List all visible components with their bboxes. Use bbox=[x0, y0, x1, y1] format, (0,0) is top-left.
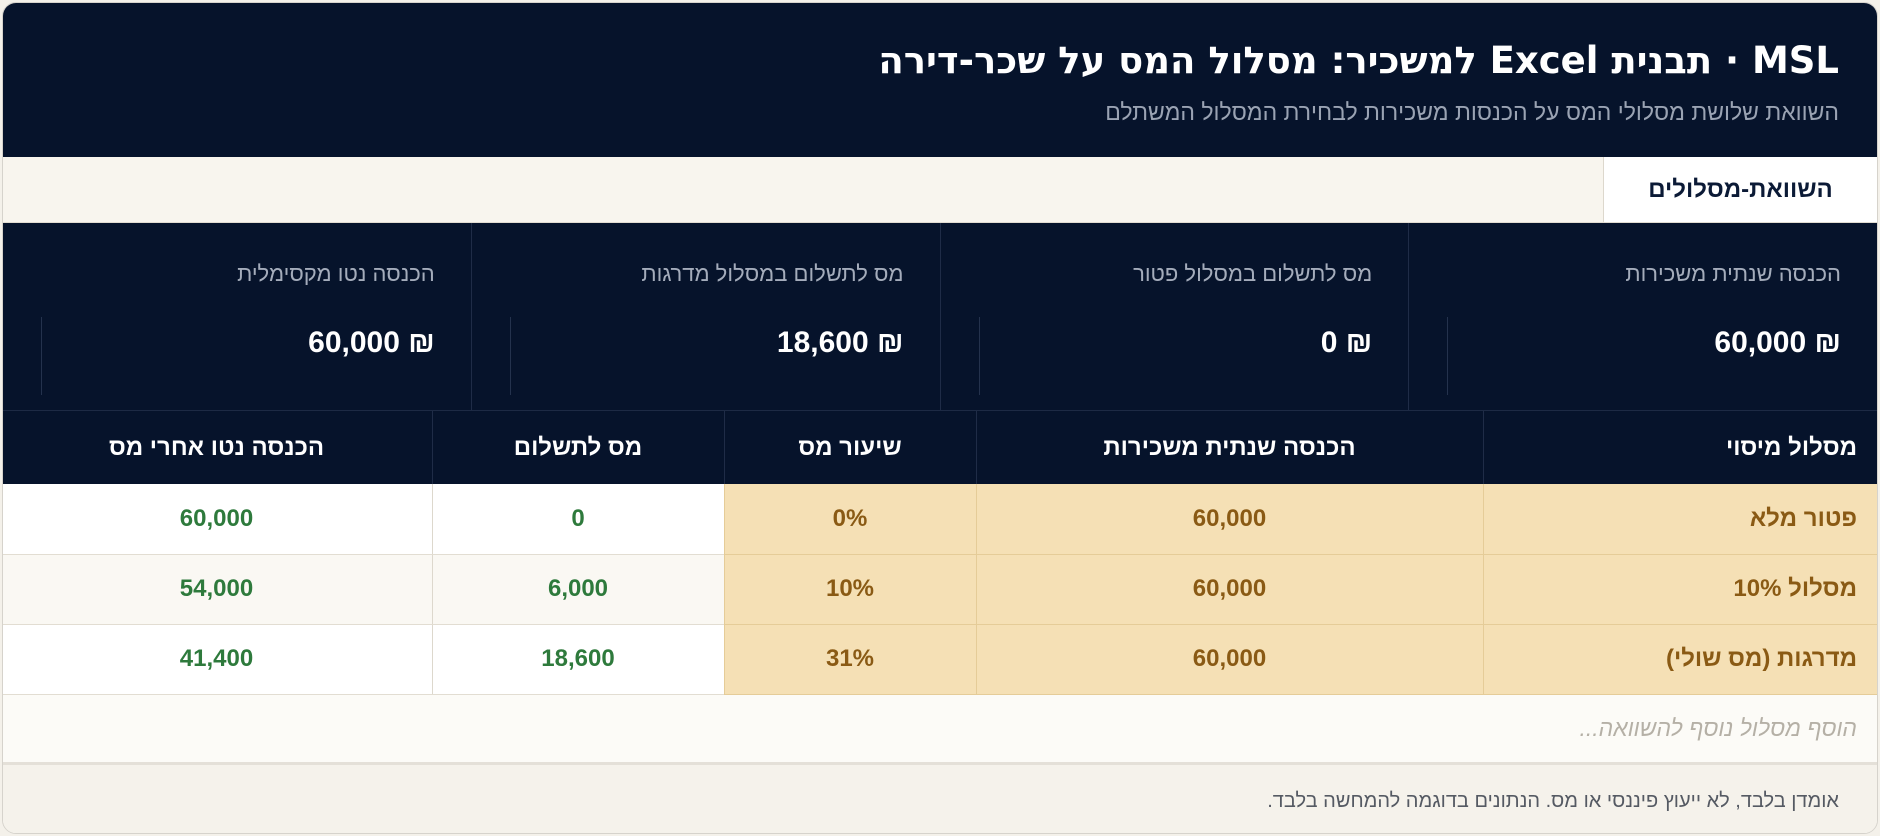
cell-net-income[interactable]: 41,400 bbox=[3, 624, 432, 695]
column-header-tax-rate[interactable]: שיעור מס bbox=[723, 411, 976, 484]
kpi-divider bbox=[509, 317, 511, 395]
cell-tax-rate[interactable]: 0% bbox=[723, 484, 976, 555]
kpi-label: מס לתשלום במסלול מדרגות bbox=[641, 261, 904, 286]
cell-annual-income[interactable]: 60,000 bbox=[975, 484, 1483, 555]
page-header: MSL · תבנית Excel למשכיר: מסלול המס על ש… bbox=[3, 3, 1877, 157]
kpi-divider bbox=[978, 317, 980, 395]
table-row: מסלול 10% 60,000 10% 6,000 54,000 bbox=[3, 554, 1877, 625]
sheet-tabs: השוואת-מסלולים bbox=[3, 157, 1877, 223]
kpi-label: הכנסה נטו מקסימלית bbox=[237, 261, 435, 286]
kpi-divider bbox=[41, 317, 42, 395]
column-header-tax-due[interactable]: מס לתשלום bbox=[431, 411, 724, 484]
table-row: מדרגות (מס שולי) 60,000 31% 18,600 41,40… bbox=[3, 624, 1877, 695]
disclaimer-footer: אומדן בלבד, לא ייעוץ פיננסי או מס. הנתונ… bbox=[3, 764, 1877, 833]
cell-tax-rate[interactable]: 10% bbox=[723, 554, 976, 625]
kpi-card-exempt-tax: מס לתשלום במסלול פטור 0 ₪ bbox=[939, 223, 1409, 410]
kpi-card-annual-income: הכנסה שנתית משכירות 60,000 ₪ bbox=[1408, 223, 1877, 410]
cell-route[interactable]: פטור מלא bbox=[1482, 484, 1877, 555]
page-subtitle: השוואת שלושת מסלולי המס על הכנסות משכירו… bbox=[1105, 99, 1839, 125]
kpi-label: מס לתשלום במסלול פטור bbox=[1133, 261, 1373, 286]
column-header-net-income[interactable]: הכנסה נטו אחרי מס bbox=[3, 411, 432, 484]
column-header-route[interactable]: מסלול מיסוי bbox=[1482, 411, 1877, 484]
cell-net-income[interactable]: 60,000 bbox=[3, 484, 432, 555]
table-header-row: מסלול מיסוי הכנסה שנתית משכירות שיעור מס… bbox=[3, 411, 1877, 484]
cell-tax-due[interactable]: 6,000 bbox=[431, 554, 724, 625]
add-route-input[interactable]: הוסף מסלול נוסף להשוואה... bbox=[3, 694, 1877, 765]
cell-tax-rate[interactable]: 31% bbox=[723, 624, 976, 695]
tab-compare-routes[interactable]: השוואת-מסלולים bbox=[1603, 157, 1877, 222]
kpi-value: 60,000 ₪ bbox=[1714, 326, 1841, 359]
cell-annual-income[interactable]: 60,000 bbox=[975, 624, 1483, 695]
cell-tax-due[interactable]: 18,600 bbox=[431, 624, 724, 695]
page-title: MSL · תבנית Excel למשכיר: מסלול המס על ש… bbox=[878, 39, 1839, 82]
kpi-value: 0 ₪ bbox=[1320, 326, 1373, 359]
kpi-value: 18,600 ₪ bbox=[776, 326, 904, 359]
kpi-divider bbox=[1447, 317, 1449, 395]
cell-route[interactable]: מדרגות (מס שולי) bbox=[1482, 624, 1877, 695]
kpi-value: 60,000 ₪ bbox=[308, 326, 435, 359]
comparison-table: מסלול מיסוי הכנסה שנתית משכירות שיעור מס… bbox=[3, 411, 1877, 695]
kpi-label: הכנסה שנתית משכירות bbox=[1625, 261, 1841, 286]
table-row: פטור מלא 60,000 0% 0 60,000 bbox=[3, 484, 1877, 555]
cell-tax-due[interactable]: 0 bbox=[431, 484, 724, 555]
cell-net-income[interactable]: 54,000 bbox=[3, 554, 432, 625]
column-header-annual-income[interactable]: הכנסה שנתית משכירות bbox=[975, 411, 1483, 484]
kpi-strip: הכנסה שנתית משכירות 60,000 ₪ מס לתשלום ב… bbox=[3, 223, 1877, 411]
kpi-card-bracket-tax: מס לתשלום במסלול מדרגות 18,600 ₪ bbox=[470, 223, 940, 410]
cell-route[interactable]: מסלול 10% bbox=[1482, 554, 1877, 625]
cell-annual-income[interactable]: 60,000 bbox=[975, 554, 1483, 625]
kpi-card-max-net: הכנסה נטו מקסימלית 60,000 ₪ bbox=[3, 223, 471, 410]
